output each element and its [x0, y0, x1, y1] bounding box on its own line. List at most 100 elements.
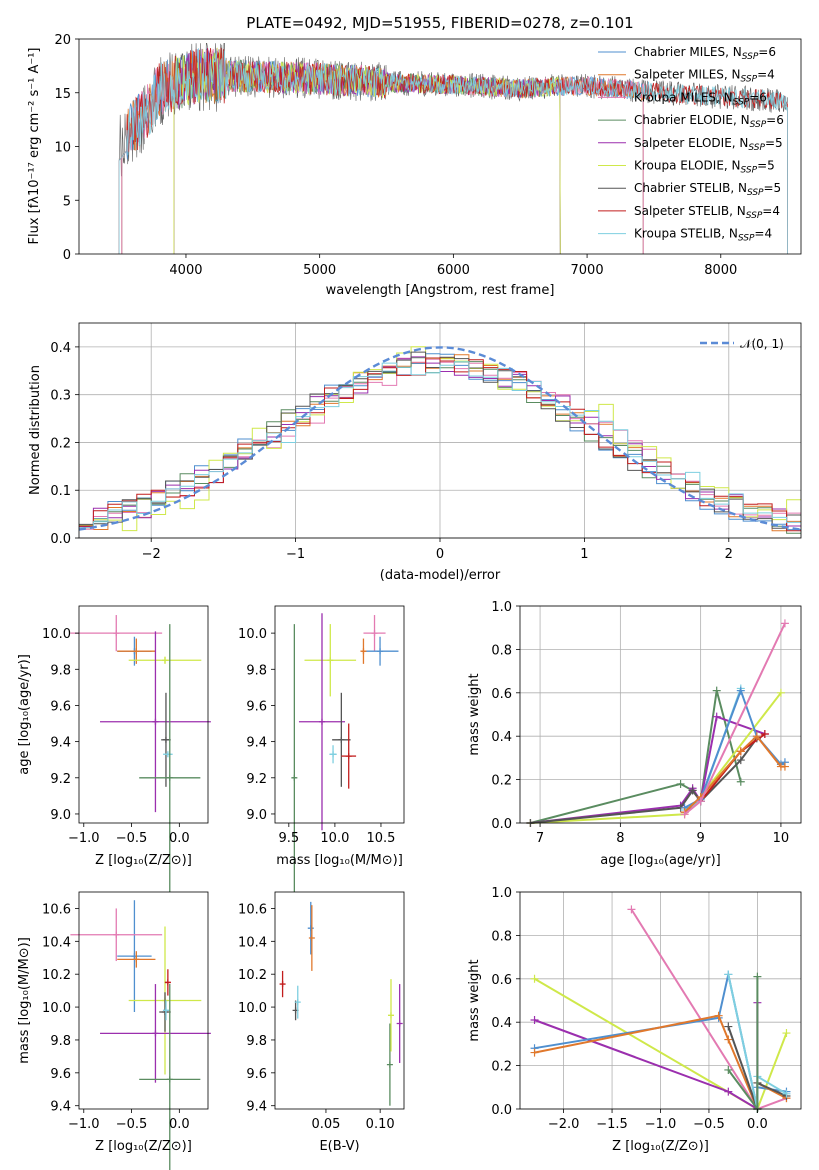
age-vs-mass-point-kroupa-stelib-marker: [330, 751, 337, 758]
mass-vs-Z-ytick-label: 9.6: [50, 1067, 71, 1082]
histogram-legend: 𝒩(0, 1): [700, 337, 784, 351]
age-vs-mass-ytick-label: 9.6: [246, 699, 267, 714]
weight-vs-age-ytick-label: 0.2: [491, 774, 512, 789]
weight-vs-age-series-kroupa-miles-marker: [780, 619, 789, 628]
weight-vs-Z-series-salpeter-elodie-marker: [530, 1016, 539, 1025]
histogram-ytick-label: 0.3: [50, 389, 71, 404]
mass-vs-ebv-ytick-label: 10.4: [238, 935, 267, 950]
spectrum-ylabel: Flux [fλ10⁻¹⁷ erg cm⁻² s⁻¹ A⁻¹]: [27, 48, 42, 245]
spectrum-ytick-label: 0: [63, 248, 71, 263]
mass-vs-Z-ylabel: mass [log₁₀(M/M⊙)]: [17, 937, 32, 1064]
weight-vs-age-xtick-label: 9: [697, 831, 705, 846]
histogram-xtick-label: 1: [580, 547, 588, 562]
mass-vs-Z-xtick-label: 0.0: [169, 1117, 190, 1132]
spectrum-legend-label: Salpeter STELIB, NSSP=4: [634, 204, 780, 221]
age-vs-mass-ytick-label: 9.4: [246, 736, 267, 751]
histogram-frame: [78, 322, 802, 539]
weight-vs-Z-series-salpeter-elodie-marker: [724, 1087, 733, 1096]
mass-vs-ebv-ytick-label: 10.2: [238, 968, 267, 983]
spectrum-panel: PLATE=0492, MJD=51955, FIBERID=0278, z=0…: [27, 14, 802, 298]
mass-vs-Z-ytick-label: 10.6: [42, 902, 71, 917]
spectrum-title: PLATE=0492, MJD=51955, FIBERID=0278, z=0…: [246, 14, 633, 32]
spectrum-legend-value: =5: [757, 159, 775, 173]
weight-vs-age-plot-area: [520, 606, 801, 823]
weight-vs-Z-ytick-label: 1.0: [491, 886, 512, 901]
age-vs-mass-point-salpeter-elodie-marker: [318, 718, 325, 725]
weight-vs-age-series-chabrier-elodie-marker: [736, 777, 745, 786]
spectrum-xtick-label: 6000: [437, 263, 470, 278]
age-vs-Z-xtick-label: −0.5: [116, 831, 148, 846]
spectrum-legend-label: Chabrier MILES, NSSP=6: [634, 45, 776, 62]
spectrum-ticks: 4000 5000 6000 7000 8000 0 5 10 15 20: [54, 33, 737, 278]
mass-vs-ebv-ytick-label: 10.6: [238, 902, 267, 917]
age-vs-Z-point-kroupa-elodie-marker: [162, 657, 168, 664]
age-vs-mass-point-chabrier-miles-marker: [377, 648, 384, 655]
age-vs-mass-plot-area: [275, 606, 404, 823]
histogram-ytick-label: 0.1: [50, 484, 71, 499]
spectrum-legend-label: Kroupa STELIB, NSSP=4: [634, 227, 772, 244]
spectrum-legend-value: =4: [757, 68, 775, 82]
mass-vs-Z-ytick-label: 10.2: [42, 968, 71, 983]
spectrum-xtick-label: 5000: [303, 263, 336, 278]
mass-vs-metallicity-panel: −1.0 −0.5 0.0 9.4 9.6 9.8 10.0 10.2 10.4 10.6 Z [l…: [17, 891, 211, 1170]
age-vs-Z-ytick-label: 9.2: [50, 772, 71, 787]
histogram-ytick-label: 0.0: [50, 532, 71, 547]
histogram-xtick-label: 0: [436, 547, 444, 562]
spectrum-ytick-label: 10: [54, 141, 71, 156]
histogram-series-group: [79, 346, 801, 534]
spectrum-legend-text: Chabrier ELODIE, N: [634, 113, 750, 127]
age-vs-Z-point-chabrier-elodie-marker: [166, 774, 173, 781]
spectrum-ytick-label: 5: [63, 194, 71, 209]
spectrum-line-kroupa-stelib: [118, 48, 788, 255]
spectrum-frame: [78, 38, 802, 255]
weight-vs-Z-ylabel: mass weight: [467, 959, 482, 1041]
mass-vs-ebv-xtick-label: 0.10: [366, 1117, 395, 1132]
mass-vs-Z-point-salpeter-stelib-marker: [164, 979, 171, 986]
mass-vs-Z-ytick-label: 9.8: [50, 1034, 71, 1049]
age-vs-mass-point-chabrier-stelib-marker: [338, 736, 345, 743]
spectrum-legend-text: Chabrier MILES, N: [634, 45, 742, 59]
spectrum-legend-label: Chabrier ELODIE, NSSP=6: [634, 113, 784, 130]
age-vs-mass-point-salpeter-miles-marker: [360, 648, 367, 655]
spectrum-legend-subscript: SSP: [747, 188, 764, 198]
mass-vs-Z-point-chabrier-elodie-marker: [166, 1076, 173, 1083]
weight-vs-Z-series-kroupa-stelib-marker: [782, 1089, 791, 1098]
histogram-xtick-label: −1: [286, 547, 305, 562]
spectrum-legend-subscript: SSP: [746, 211, 763, 221]
weight-vs-age-series-kroupa-miles-marker: [696, 797, 705, 806]
histogram-ticks: −2 −1 0 1 2 0.0 0.1 0.2 0.3 0.4: [50, 341, 733, 562]
age-vs-Z-xtick-label: 0.0: [169, 831, 190, 846]
age-vs-mass-panel: 9.5 10.0 10.5 9.0 9.2 9.4 9.6 9.8 10.0 mass [log₁…: [238, 605, 405, 932]
spectrum-legend-label: Salpeter ELODIE, NSSP=5: [634, 136, 783, 153]
age-vs-metallicity-panel: −1.0 −0.5 0.0 9.0 9.2 9.4 9.6 9.8 10.0 Z [log₁₀(Z…: [17, 605, 211, 932]
mass-vs-Z-xlabel: Z [log₁₀(Z/Z⊙)]: [95, 1139, 192, 1154]
weight-vs-Z-series-salpeter-miles-marker: [724, 1035, 733, 1044]
spectrum-legend-text: Kroupa STELIB, N: [634, 227, 738, 241]
age-vs-mass-xtick-label: 10.0: [320, 831, 349, 846]
weight-vs-age-xtick-label: 8: [616, 831, 624, 846]
weight-vs-Z-ytick-label: 0.8: [491, 929, 512, 944]
weight-vs-age-ytick-label: 0.6: [491, 687, 512, 702]
mass-vs-Z-ytick-label: 10.4: [42, 935, 71, 950]
mass-vs-ebv-ytick-label: 10.0: [238, 1001, 267, 1016]
spectrum-xtick-label: 4000: [169, 263, 202, 278]
spectrum-legend-value: =5: [764, 181, 782, 195]
mass-vs-ebv-point-chabrier-miles-marker: [307, 925, 314, 932]
spectrum-legend-value: =6: [766, 113, 784, 127]
mass-vs-Z-point-salpeter-miles-marker: [133, 956, 140, 963]
weight-vs-age-xlabel: age [log₁₀(age/yr)]: [600, 853, 721, 868]
weight-vs-age-series-chabrier-miles-marker: [736, 686, 745, 695]
spectrum-legend-value: =4: [762, 204, 780, 218]
age-vs-Z-ytick-label: 9.8: [50, 663, 71, 678]
age-vs-mass-xlabel: mass [log₁₀(M/M⊙)]: [276, 853, 403, 868]
weight-vs-age-series-kroupa-miles-marker: [680, 810, 689, 819]
mass-vs-ebv-ytick-label: 9.6: [246, 1067, 267, 1082]
histogram-ytick-label: 0.2: [50, 436, 71, 451]
age-vs-Z-ytick-label: 9.0: [50, 808, 71, 823]
weight-vs-Z-ytick-label: 0.6: [491, 973, 512, 988]
spectrum-legend-text: Kroupa ELODIE, N: [634, 159, 741, 173]
normal-curve: [78, 346, 802, 531]
histogram-xlabel: (data-model)/error: [380, 568, 501, 583]
mass-vs-ebv-panel: 0.05 0.10 9.4 9.6 9.8 10.0 10.2 10.4 10.6 E(B-V): [238, 891, 405, 1154]
